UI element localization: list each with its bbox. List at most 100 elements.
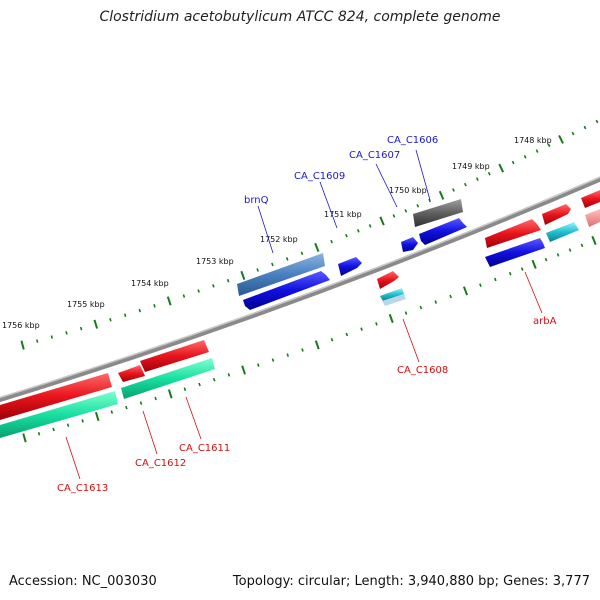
minor-tick — [508, 271, 512, 276]
minor-tick — [212, 377, 216, 382]
minor-tick — [301, 348, 304, 352]
tick-label-1749: 1749 kbp — [452, 162, 490, 171]
gene-CA_C1611-cds[interactable] — [121, 358, 215, 399]
minor-tick — [523, 155, 527, 159]
minor-tick — [52, 427, 55, 432]
tick-label-1756: 1756 kbp — [2, 321, 40, 330]
gene-label-CA_C1613[interactable]: CA_C1613 — [57, 483, 108, 494]
minor-tick — [345, 332, 349, 337]
minor-tick — [125, 405, 128, 410]
gene-CA_C1609-feature[interactable] — [338, 257, 362, 276]
major-tick — [167, 389, 173, 399]
minor-tick — [271, 358, 275, 362]
minor-tick — [123, 313, 127, 317]
scale-track-lower — [22, 235, 597, 443]
minor-tick — [109, 317, 112, 322]
major-tick — [166, 296, 172, 306]
gene-CA_C1606-cds[interactable] — [419, 218, 467, 245]
minor-tick — [449, 294, 452, 299]
minor-tick — [404, 209, 408, 213]
minor-tick — [330, 239, 333, 244]
major-tick — [591, 235, 597, 245]
gene-right-red-small[interactable] — [542, 204, 571, 225]
accession-label: Accession: NC_003030 — [9, 574, 157, 589]
minor-tick — [345, 233, 348, 238]
minor-tick — [271, 262, 274, 267]
major-tick — [558, 134, 564, 144]
gene-CA_C1608-feature[interactable] — [377, 271, 399, 289]
gene-label-CA_C1611[interactable]: CA_C1611 — [179, 443, 230, 454]
tick-label-1751: 1751 kbp — [324, 210, 362, 219]
minor-tick — [360, 327, 363, 331]
minor-tick — [452, 188, 455, 192]
minor-tick — [595, 119, 599, 124]
major-tick — [438, 190, 445, 200]
gene-arbA-feature[interactable] — [485, 219, 541, 248]
minor-tick — [138, 308, 142, 313]
gene-label-arbA[interactable]: arbA — [533, 316, 557, 327]
gene-label-CA_C1608[interactable]: CA_C1608 — [397, 365, 448, 376]
leader-brnQ — [257, 205, 274, 254]
gene-CA_C1606-feature[interactable] — [413, 199, 463, 227]
gene-CA_C1608-cds[interactable] — [380, 288, 406, 306]
minor-tick — [568, 248, 572, 252]
major-tick — [531, 259, 537, 269]
major-tick — [240, 270, 246, 280]
major-tick — [314, 340, 320, 350]
minor-tick — [404, 311, 408, 315]
minor-tick — [50, 335, 54, 339]
gene-CA_C1611-feature[interactable] — [118, 340, 209, 382]
minor-tick — [419, 305, 423, 310]
minor-tick — [416, 203, 420, 208]
major-tick — [22, 433, 27, 443]
tick-label-1750: 1750 kbp — [389, 186, 427, 195]
minor-tick — [493, 277, 497, 282]
minor-tick — [154, 396, 157, 401]
major-tick — [498, 163, 505, 173]
minor-tick — [475, 177, 479, 181]
gene-label-CA_C1606[interactable]: CA_C1606 — [387, 135, 438, 146]
tick-label-1754: 1754 kbp — [131, 279, 169, 288]
minor-tick — [375, 322, 378, 326]
tick-label-1755: 1755 kbp — [67, 300, 105, 309]
gene-brnQ-cds[interactable] — [243, 271, 330, 310]
map-title: Clostridium acetobutylicum ATCC 824, com… — [99, 9, 501, 25]
major-tick — [388, 313, 394, 324]
minor-tick — [65, 331, 68, 335]
minor-tick — [256, 268, 259, 272]
leader-CA_C1612 — [142, 410, 158, 455]
minor-tick — [479, 283, 482, 287]
genome-summary: Topology: circular; Length: 3,940,880 bp… — [232, 574, 590, 589]
minor-tick — [197, 289, 200, 293]
minor-tick — [182, 294, 186, 298]
minor-tick — [257, 363, 260, 367]
tick-label-1752: 1752 kbp — [260, 235, 298, 244]
minor-tick — [81, 419, 84, 423]
minor-tick — [286, 353, 290, 357]
gene-brnQ-feature[interactable] — [237, 253, 325, 296]
minor-tick — [226, 278, 230, 283]
minor-tick — [285, 257, 289, 261]
gene-label-CA_C1609[interactable]: CA_C1609 — [294, 171, 345, 182]
gene-CA_C1607-feature[interactable] — [401, 237, 418, 252]
scale-track-upper — [20, 119, 599, 350]
genome-backbone — [0, 176, 600, 403]
gene-CA_C1613-cds[interactable] — [0, 391, 118, 438]
leader-CA_C1607 — [375, 163, 398, 208]
gene-right-cyan[interactable] — [546, 222, 579, 242]
gene-label-brnQ[interactable]: brnQ — [244, 195, 269, 206]
gene-right-pink-edge[interactable] — [585, 209, 600, 227]
gene-label-CA_C1612[interactable]: CA_C1612 — [135, 458, 186, 469]
minor-tick — [434, 300, 438, 304]
gene-label-CA_C1607[interactable]: CA_C1607 — [349, 150, 400, 161]
minor-tick — [66, 423, 70, 427]
major-tick — [93, 319, 99, 329]
minor-tick — [37, 431, 41, 436]
gene-right-red-edge[interactable] — [581, 190, 600, 208]
gene-CA_C1613-feature[interactable] — [0, 373, 112, 420]
minor-tick — [139, 401, 143, 405]
gene-arbA-cds[interactable] — [485, 238, 545, 267]
minor-tick — [580, 243, 584, 248]
minor-tick — [368, 224, 372, 228]
